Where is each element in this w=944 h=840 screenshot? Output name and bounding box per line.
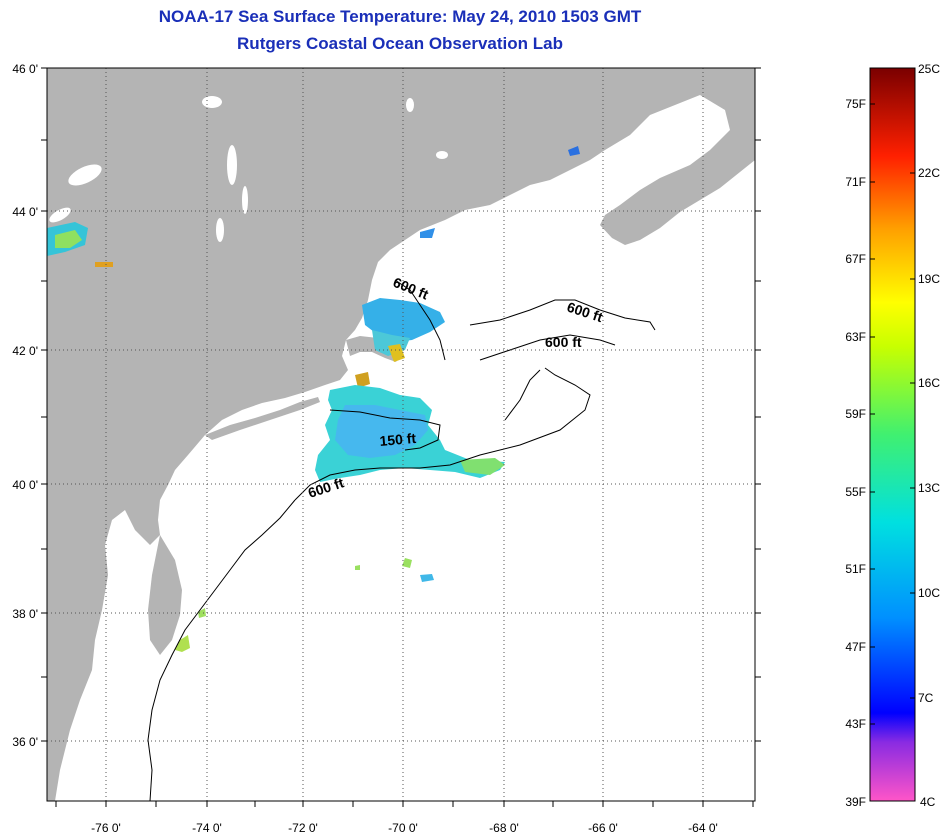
colorbar-f-label: 75F — [845, 97, 866, 111]
sst-patches — [47, 146, 580, 652]
colorbar — [869, 67, 916, 802]
colorbar-c-label: 4C — [920, 795, 936, 809]
colorbar-f-label: 51F — [845, 562, 866, 576]
colorbar-c-label: 16C — [918, 376, 940, 390]
colorbar-c-label: 25C — [918, 62, 940, 76]
colorbar-c-label: 7C — [918, 691, 934, 705]
land-nova-scotia — [600, 110, 755, 245]
contour-label: 150 ft — [379, 430, 417, 449]
colorbar-f-label: 67F — [845, 252, 866, 266]
colorbar-f-label: 59F — [845, 407, 866, 421]
colorbar-f-label: 71F — [845, 175, 866, 189]
lon-label: -64 0' — [688, 821, 718, 835]
land-long-island — [205, 397, 320, 440]
lon-label: -68 0' — [489, 821, 519, 835]
map-frame — [46, 67, 756, 802]
colorbar-f-label: 63F — [845, 330, 866, 344]
colorbar-c-label: 22C — [918, 166, 940, 180]
colorbar-c-label: 19C — [918, 272, 940, 286]
lat-label: 42 0' — [12, 344, 38, 358]
colorbar-f-label: 39F — [845, 795, 866, 809]
lat-label: 44 0' — [12, 205, 38, 219]
colorbar-f-label: 47F — [845, 640, 866, 654]
depth-contours — [147, 279, 656, 801]
lat-label: 46 0' — [12, 62, 38, 76]
colorbar-f-label: 43F — [845, 717, 866, 731]
lon-label: -70 0' — [388, 821, 418, 835]
colorbar-c-label: 10C — [918, 586, 940, 600]
lon-label: -72 0' — [288, 821, 318, 835]
map-title: NOAA-17 Sea Surface Temperature: May 24,… — [158, 7, 642, 26]
lat-label: 36 0' — [12, 735, 38, 749]
ticks — [41, 67, 761, 807]
lat-label: 38 0' — [12, 607, 38, 621]
lon-label: -66 0' — [588, 821, 618, 835]
colorbar-f-ticks — [870, 103, 915, 725]
land-delmarva — [148, 535, 182, 655]
lon-label: -76 0' — [91, 821, 121, 835]
land-mainland — [47, 68, 755, 801]
colorbar-c-label: 13C — [918, 481, 940, 495]
colorbar-f-label: 55F — [845, 485, 866, 499]
lat-label: 40 0' — [12, 478, 38, 492]
lon-label: -74 0' — [192, 821, 222, 835]
map-subtitle: Rutgers Coastal Ocean Observation Lab — [237, 34, 563, 53]
contour-label: 600 ft — [545, 334, 582, 350]
